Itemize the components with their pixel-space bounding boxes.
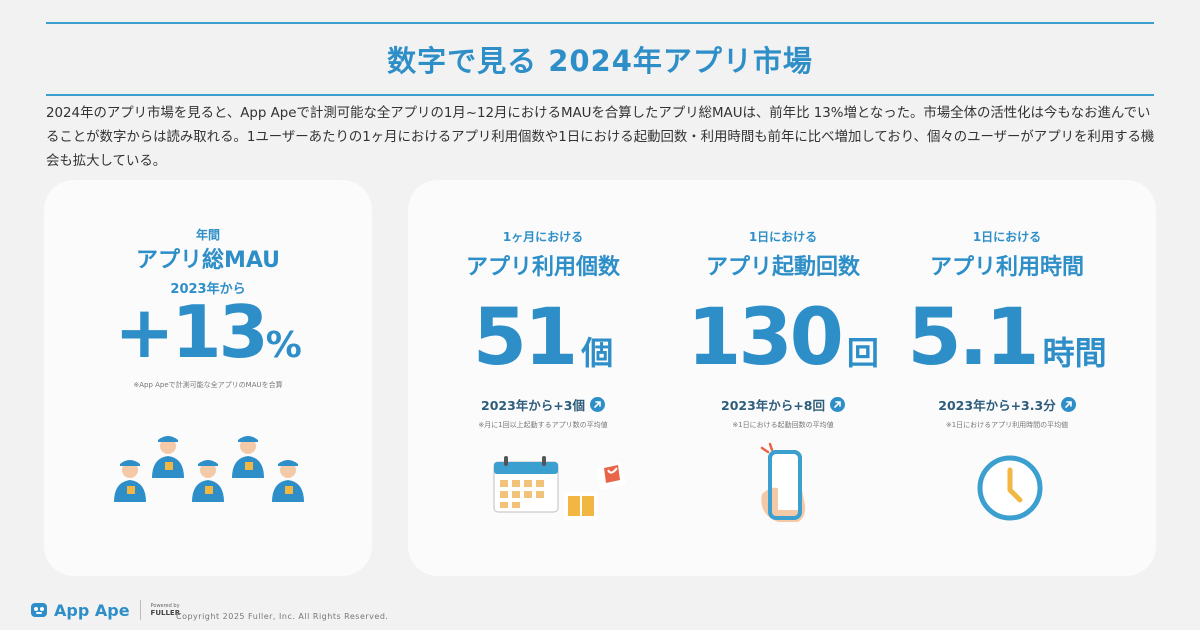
mau-heading: アプリ総MAU <box>135 248 281 273</box>
stat-kicker: 1ヶ月における <box>502 230 584 244</box>
stat-note: ※1日における起動回数の平均値 <box>732 421 834 429</box>
stat-heading: アプリ利用個数 <box>465 255 620 280</box>
stat-value: 5.1 <box>907 293 1039 383</box>
app-ape-logo-icon <box>31 603 47 617</box>
arrow-up-right-icon <box>829 397 845 412</box>
mau-sub: 2023年から <box>170 282 246 297</box>
arrow-up-right-icon <box>589 397 605 412</box>
mau-card: 年間 アプリ総MAU 2023年から +13% ※App Apeで計測可能な全ア… <box>44 180 372 576</box>
stat-kicker: 1日における <box>972 230 1042 244</box>
stat-heading: アプリ利用時間 <box>929 255 1084 280</box>
stat-value: 51 <box>472 293 579 383</box>
stat-delta-text: 2023年から+3個 <box>481 398 585 413</box>
page-title: 数字で見る 2024年アプリ市場 <box>387 44 813 78</box>
stat-launches-per-day: 1日における アプリ起動回数 130 回 2023年から+8回 ※1日における起動… <box>670 180 896 522</box>
stat-delta: 2023年から+8回 <box>721 395 845 414</box>
stat-usage-time: 1日における アプリ利用時間 5.1 時間 2023年から+3.3分 ※1日におけ… <box>894 180 1120 521</box>
stat-value: 130 <box>687 293 844 383</box>
stat-unit: 個 <box>581 334 614 372</box>
copyright: Copyright 2025 Fuller, Inc. All Rights R… <box>176 612 389 621</box>
mau-value: +13 <box>114 290 269 374</box>
stat-heading: アプリ起動回数 <box>705 255 860 280</box>
stat-unit: 回 <box>846 334 879 372</box>
mau-figure: +13% <box>44 296 372 368</box>
stat-unit: 時間 <box>1042 334 1107 372</box>
stat-note: ※1日におけるアプリ利用時間の平均値 <box>945 421 1069 429</box>
arrow-up-right-icon <box>1060 397 1076 412</box>
title-underline <box>46 94 1154 96</box>
calendar-icon <box>493 456 559 513</box>
intro-paragraph: 2024年のアプリ市場を見ると、App Apeで計測可能な全アプリの1月~12月… <box>46 106 1155 169</box>
mau-note: ※App Apeで計測可能な全アプリのMAUを合算 <box>133 381 283 389</box>
stat-delta: 2023年から+3.3分 <box>938 395 1076 414</box>
book-icon <box>564 492 598 520</box>
powered-by: Powered by FULLER <box>151 603 181 618</box>
brand-name: App Ape <box>54 600 130 620</box>
top-rule <box>46 22 1154 24</box>
brand-separator <box>139 600 141 620</box>
clock-icon <box>977 455 1043 521</box>
stat-delta: 2023年から+3個 <box>481 395 605 414</box>
mau-kicker: 年間 <box>195 228 220 242</box>
footer-brand: App Ape Powered by FULLER <box>30 600 180 620</box>
stat-delta-text: 2023年から+8回 <box>721 398 825 413</box>
powered-by-label: Powered by <box>150 602 180 609</box>
smartphone-icon <box>760 442 806 522</box>
stats-card: 1ヶ月における アプリ利用個数 51 個 2023年から+3個 ※月に1回以上起動… <box>408 180 1156 576</box>
company-name: FULLER <box>150 608 181 617</box>
stat-delta-text: 2023年から+3.3分 <box>938 398 1056 413</box>
stat-kicker: 1日における <box>748 230 818 244</box>
bag-icon <box>596 462 626 490</box>
stat-note: ※月に1回以上起動するアプリ数の平均値 <box>478 421 608 429</box>
mau-unit: % <box>265 325 302 366</box>
people-icon <box>114 436 304 502</box>
stat-apps-per-month: 1ヶ月における アプリ利用個数 51 個 2023年から+3個 ※月に1回以上起動… <box>430 180 656 520</box>
